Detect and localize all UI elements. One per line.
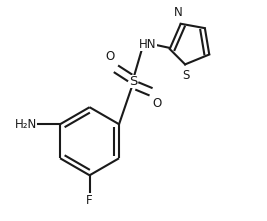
- Text: O: O: [152, 97, 161, 110]
- Text: F: F: [86, 194, 93, 207]
- Text: O: O: [106, 50, 115, 63]
- Text: S: S: [129, 75, 138, 88]
- Text: S: S: [183, 69, 190, 82]
- Text: HN: HN: [139, 38, 156, 51]
- Text: H₂N: H₂N: [15, 118, 37, 131]
- Text: N: N: [174, 6, 182, 19]
